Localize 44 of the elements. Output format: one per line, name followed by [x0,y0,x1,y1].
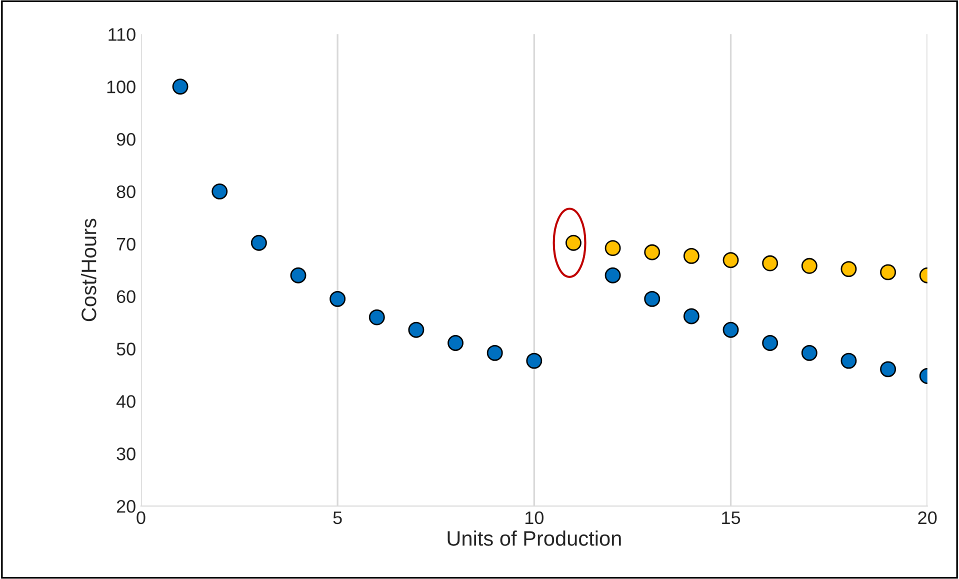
point [408,322,424,338]
point [762,335,778,351]
point [172,78,188,95]
x-tick-label: 5 [333,512,342,524]
y-tick-label: 20 [116,500,136,513]
y-tick-label: 110 [108,28,136,41]
point [644,290,660,307]
y-tick-label: 90 [116,132,136,146]
point [722,322,739,338]
point [212,183,228,200]
x-tick-label: 15 [722,512,740,524]
y-tick-label: 100 [107,80,136,94]
point [250,234,267,251]
point [448,335,464,351]
point [368,309,385,326]
point [526,352,542,369]
point [486,344,503,361]
y-tick-label: 50 [116,342,136,356]
point [683,248,700,264]
y-tick-label: 80 [116,185,136,198]
point [683,308,700,324]
y-axis-title: Cost/Hours [81,218,96,322]
x-tick-label: 20 [918,511,937,524]
x-tick-label: 10 [526,511,544,524]
point [762,255,778,272]
y-tick-label: 70 [116,238,136,251]
point [840,352,857,369]
y-tick-label: 30 [116,448,136,460]
point [566,234,582,251]
x-axis-title: Units of Production [448,530,621,546]
point [604,240,621,256]
point [840,261,857,278]
point [801,258,818,274]
point [801,344,818,361]
y-tick-label: 60 [116,290,136,304]
point [290,267,306,284]
x-tick-label: 0 [136,511,146,524]
point [722,252,739,268]
point [644,244,660,260]
y-tick-label: 40 [116,395,136,408]
point [880,361,896,378]
point [880,264,896,280]
point [604,267,621,284]
point [330,290,346,307]
